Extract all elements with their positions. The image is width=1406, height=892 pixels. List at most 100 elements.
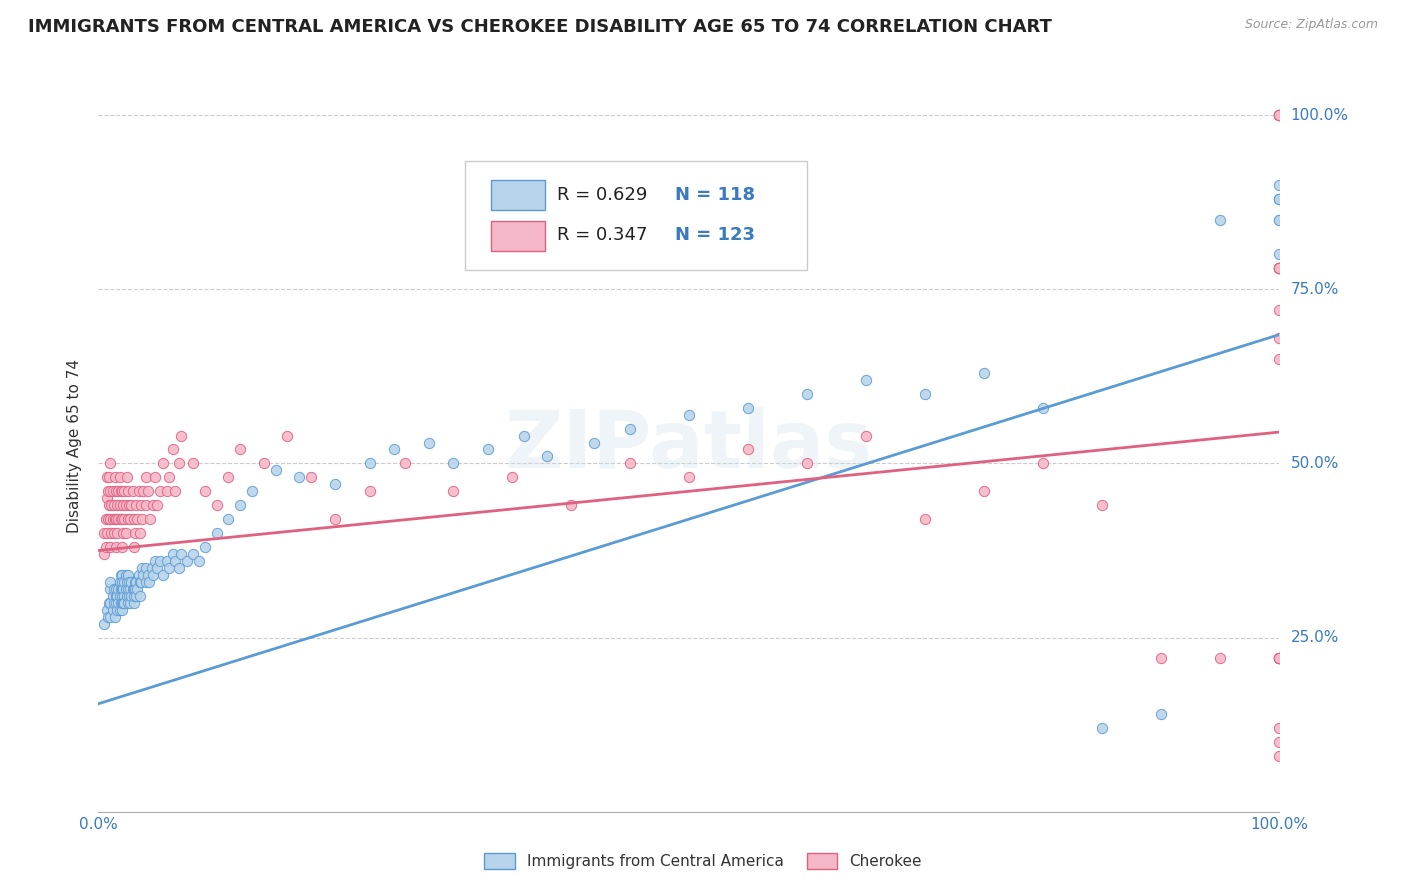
Point bbox=[115, 589, 138, 603]
Point bbox=[125, 498, 148, 512]
Point bbox=[143, 470, 166, 484]
Point bbox=[103, 596, 125, 610]
Text: 50.0%: 50.0% bbox=[1291, 456, 1339, 471]
Point bbox=[98, 582, 121, 596]
Point bbox=[441, 484, 464, 499]
Point bbox=[121, 582, 143, 596]
Point bbox=[122, 540, 145, 554]
Point bbox=[323, 477, 346, 491]
Point bbox=[124, 526, 146, 541]
Point bbox=[107, 596, 129, 610]
Point bbox=[1268, 721, 1291, 735]
Point bbox=[678, 470, 700, 484]
Point bbox=[1268, 192, 1291, 206]
Point bbox=[560, 498, 582, 512]
Point bbox=[1268, 651, 1291, 665]
Point bbox=[125, 574, 148, 589]
Point bbox=[112, 589, 135, 603]
Point bbox=[98, 596, 121, 610]
Point bbox=[128, 574, 150, 589]
Point bbox=[117, 512, 139, 526]
Point bbox=[205, 498, 228, 512]
Point bbox=[146, 561, 169, 575]
Point bbox=[101, 512, 124, 526]
Point bbox=[1268, 331, 1291, 345]
Point bbox=[276, 428, 298, 442]
Point bbox=[167, 561, 190, 575]
Point bbox=[105, 498, 128, 512]
Point bbox=[1268, 261, 1291, 276]
Point bbox=[501, 470, 523, 484]
Point bbox=[229, 442, 252, 457]
Point bbox=[131, 512, 153, 526]
Point bbox=[152, 457, 174, 471]
Point bbox=[93, 616, 115, 631]
Point bbox=[129, 498, 152, 512]
Point bbox=[111, 603, 134, 617]
Point bbox=[98, 609, 121, 624]
Point bbox=[112, 596, 135, 610]
Point bbox=[98, 540, 121, 554]
Text: R = 0.347: R = 0.347 bbox=[557, 227, 647, 244]
Text: 100.0%: 100.0% bbox=[1291, 108, 1348, 122]
Point bbox=[105, 596, 128, 610]
Point bbox=[112, 498, 135, 512]
Point bbox=[1032, 401, 1054, 415]
Point bbox=[157, 470, 180, 484]
FancyBboxPatch shape bbox=[491, 220, 546, 251]
Point bbox=[1268, 651, 1291, 665]
Point bbox=[136, 567, 159, 582]
Point bbox=[1032, 457, 1054, 471]
Point bbox=[156, 554, 179, 568]
Point bbox=[1268, 108, 1291, 122]
Point bbox=[1268, 212, 1291, 227]
Point bbox=[165, 484, 187, 499]
Point bbox=[583, 435, 606, 450]
Point bbox=[1209, 212, 1232, 227]
Point bbox=[98, 596, 121, 610]
Point bbox=[120, 582, 142, 596]
Point bbox=[359, 457, 381, 471]
Point bbox=[108, 589, 131, 603]
Point bbox=[131, 561, 153, 575]
Point bbox=[165, 554, 187, 568]
Point bbox=[127, 512, 149, 526]
Point bbox=[138, 574, 160, 589]
Point bbox=[1268, 261, 1291, 276]
Point bbox=[217, 470, 239, 484]
Point bbox=[139, 512, 162, 526]
Point bbox=[205, 526, 228, 541]
Point bbox=[176, 554, 198, 568]
Point bbox=[796, 386, 818, 401]
Point bbox=[105, 540, 128, 554]
Point bbox=[111, 567, 134, 582]
Point bbox=[217, 512, 239, 526]
Point bbox=[103, 498, 125, 512]
Point bbox=[117, 596, 139, 610]
Point bbox=[114, 582, 136, 596]
Point bbox=[382, 442, 405, 457]
Point bbox=[135, 498, 157, 512]
Point bbox=[1268, 261, 1291, 276]
Point bbox=[110, 596, 132, 610]
Point bbox=[170, 547, 193, 561]
Point bbox=[111, 589, 134, 603]
Point bbox=[128, 567, 150, 582]
Point bbox=[1268, 247, 1291, 261]
Point bbox=[103, 526, 125, 541]
Point bbox=[149, 484, 172, 499]
Point bbox=[105, 589, 128, 603]
Point bbox=[1268, 178, 1291, 192]
Point bbox=[512, 428, 534, 442]
Point bbox=[120, 596, 142, 610]
Point bbox=[98, 470, 121, 484]
Point bbox=[1268, 108, 1291, 122]
Point bbox=[1268, 261, 1291, 276]
Point bbox=[1268, 108, 1291, 122]
Point bbox=[120, 512, 142, 526]
Point bbox=[240, 484, 263, 499]
Point bbox=[96, 603, 118, 617]
Point bbox=[105, 512, 128, 526]
Point bbox=[111, 484, 134, 499]
Point bbox=[1209, 651, 1232, 665]
